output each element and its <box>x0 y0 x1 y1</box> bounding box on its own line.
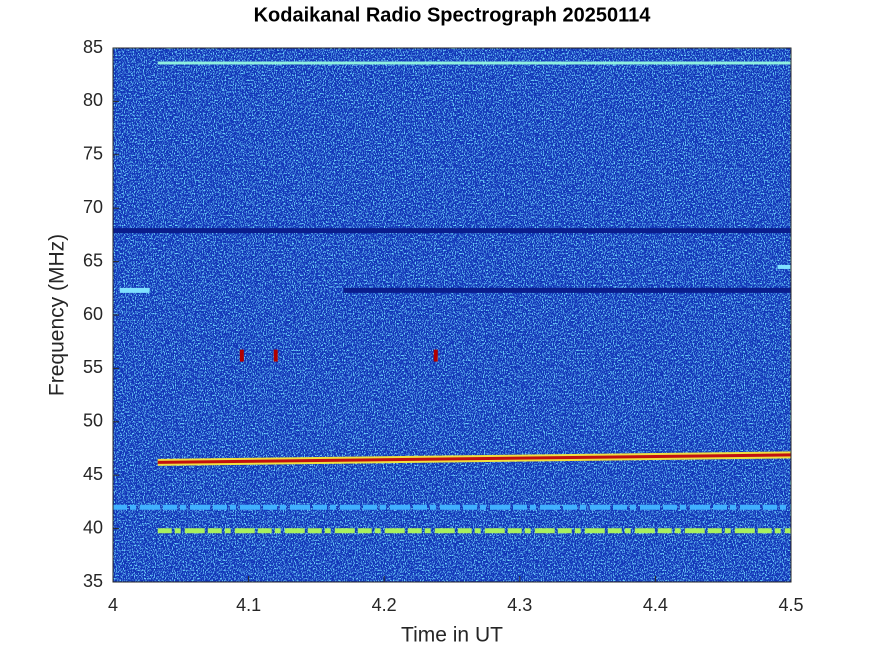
axes: 4 4.1 4.2 4.3 4.4 4.5 35 40 45 50 55 60 65 70 75 80 85 <box>83 37 804 615</box>
chart-title: Kodaikanal Radio Spectrograph 20250114 <box>254 4 652 26</box>
y-tick-label: 65 <box>83 250 103 270</box>
y-axis-label: Frequency (MHz) <box>46 234 69 396</box>
emission-feature <box>157 453 791 464</box>
y-tick-label: 55 <box>83 357 103 377</box>
y-tick-label: 80 <box>83 90 103 110</box>
spectrogram-noise <box>113 48 791 582</box>
y-tick-label: 85 <box>83 37 103 57</box>
y-tick-label: 50 <box>83 411 103 431</box>
x-tick-label: 4.1 <box>236 595 261 615</box>
burst <box>433 349 438 362</box>
y-tick-label: 60 <box>83 304 103 324</box>
x-tick-label: 4.5 <box>778 595 803 615</box>
y-tick-label: 35 <box>83 571 103 591</box>
y-tick-label: 40 <box>83 517 103 537</box>
y-tick-label: 70 <box>83 197 103 217</box>
burst <box>239 349 244 362</box>
burst <box>273 349 278 362</box>
plot-area <box>113 48 791 582</box>
x-tick-label: 4.2 <box>372 595 397 615</box>
x-tick-label: 4.4 <box>643 595 668 615</box>
x-axis-label: Time in UT <box>401 624 503 647</box>
x-tick-label: 4 <box>108 595 118 615</box>
y-tick-label: 75 <box>83 144 103 164</box>
y-tick-label: 45 <box>83 464 103 484</box>
x-tick-label: 4.3 <box>507 595 532 615</box>
